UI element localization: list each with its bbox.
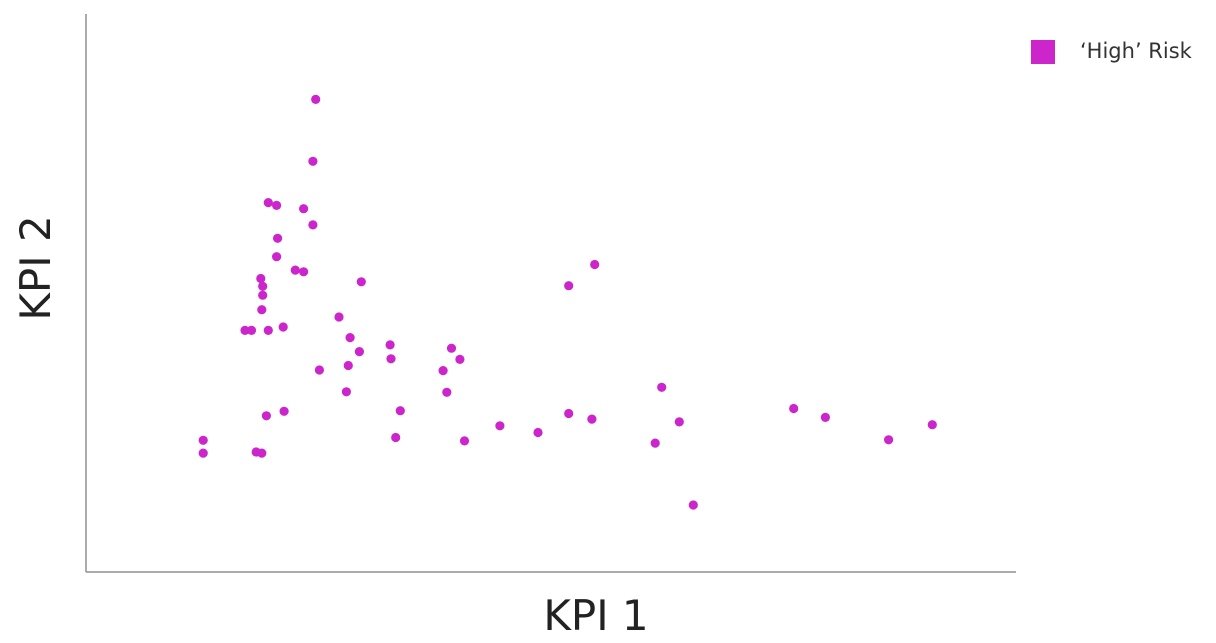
- data-point-14: [256, 273, 266, 284]
- data-point-42: [533, 427, 543, 438]
- data-point-39: [455, 354, 465, 364]
- data-point-25: [314, 365, 324, 375]
- data-point-22: [308, 220, 318, 230]
- data-point-26: [334, 312, 344, 322]
- data-point-27: [345, 333, 355, 343]
- y-axis-label: KPI 2: [11, 215, 60, 320]
- data-point-41: [495, 421, 505, 431]
- data-point-20: [272, 200, 282, 210]
- data-point-44: [564, 408, 574, 419]
- data-point-48: [657, 382, 667, 392]
- data-point-53: [884, 435, 894, 445]
- data-point-40: [459, 436, 470, 446]
- data-point-6: [279, 406, 289, 416]
- data-point-7: [240, 325, 250, 335]
- data-point-43: [564, 281, 574, 291]
- data-point-23: [308, 156, 318, 166]
- data-point-46: [590, 259, 600, 270]
- data-point-54: [927, 420, 937, 430]
- x-axis-label: KPI 1: [543, 591, 648, 639]
- data-point-10: [278, 322, 288, 332]
- data-point-21: [299, 204, 309, 214]
- data-point-50: [688, 500, 698, 510]
- data-point-29: [341, 387, 351, 397]
- data-points: [198, 94, 937, 510]
- data-point-45: [587, 414, 597, 424]
- data-point-52: [820, 412, 831, 422]
- data-point-51: [789, 403, 799, 414]
- data-point-17: [290, 265, 300, 275]
- data-point-24: [311, 94, 321, 104]
- data-point-35: [391, 432, 401, 443]
- legend-label-high-risk: ‘High’ Risk: [1080, 39, 1193, 63]
- data-point-8: [246, 325, 257, 335]
- data-point-9: [263, 325, 273, 335]
- data-point-2: [198, 448, 208, 458]
- data-point-15: [272, 252, 282, 262]
- data-point-28: [343, 360, 353, 371]
- legend-swatch-high-risk: [1031, 40, 1055, 64]
- data-point-12: [258, 290, 268, 300]
- data-point-13: [258, 281, 268, 291]
- data-point-38: [446, 343, 457, 353]
- data-point-33: [386, 354, 396, 364]
- data-point-4: [257, 448, 267, 458]
- data-point-30: [356, 277, 366, 287]
- data-point-19: [263, 198, 273, 208]
- data-point-47: [650, 438, 660, 448]
- data-point-1: [198, 435, 208, 445]
- legend: ‘High’ Risk: [1031, 39, 1193, 64]
- axes: [85, 14, 1016, 573]
- data-point-11: [257, 305, 267, 315]
- data-point-36: [438, 366, 448, 376]
- data-point-32: [385, 340, 395, 350]
- data-point-31: [354, 347, 364, 357]
- data-point-18: [299, 267, 309, 277]
- data-point-37: [442, 387, 452, 397]
- data-point-34: [395, 406, 405, 416]
- data-point-5: [261, 411, 271, 421]
- data-point-49: [674, 417, 684, 427]
- data-point-16: [273, 233, 283, 243]
